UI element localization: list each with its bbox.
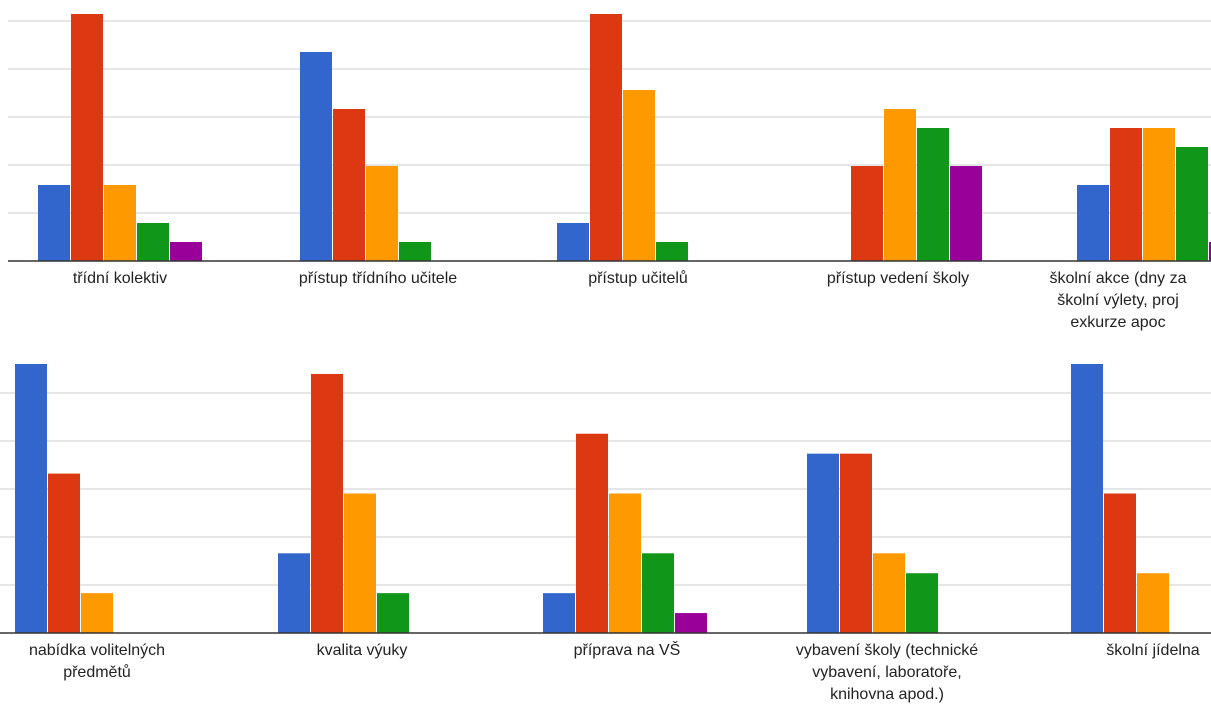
bar-2-5-1 — [1071, 364, 1103, 633]
category-label-line: školní výlety, proj — [1057, 292, 1179, 309]
category-label-line: exkurze apoc — [1070, 314, 1165, 331]
bar-2-3-4 — [642, 553, 674, 633]
category-label-2-5: školní jídelna — [1106, 642, 1199, 659]
bar-2-2-4 — [377, 593, 409, 633]
bar-2-5-3 — [1137, 573, 1169, 633]
bar-1-3-1 — [557, 223, 589, 261]
category-label-line: knihovna apod.) — [830, 686, 944, 703]
bar-2-4-4 — [906, 573, 938, 633]
bar-1-2-1 — [300, 52, 332, 261]
chart-panel-2: nabídka volitelných předmětů kvalita výuky… — [0, 364, 1211, 703]
category-label-line: přístup třídního učitele — [299, 270, 457, 287]
bar-1-5-4 — [1176, 147, 1208, 261]
bar-1-3-2 — [590, 14, 622, 261]
category-label-line: školní jídelna — [1106, 642, 1199, 659]
bar-2-3-5 — [675, 613, 707, 633]
bar-1-1-3 — [104, 185, 136, 261]
category-label-line: předmětů — [63, 663, 131, 681]
category-label-line: vybavení, laboratoře, — [812, 664, 961, 681]
chart-panel-1: třídní kolektiv přístup třídního učitele p… — [8, 14, 1211, 331]
category-label-2-2: kvalita výuky — [317, 642, 408, 659]
category-label-line: přístup vedení školy — [827, 270, 969, 287]
bar-1-4-4 — [917, 128, 949, 261]
bar-2-3-1 — [543, 593, 575, 633]
bar-1-1-5 — [170, 242, 202, 261]
bar-2-1-2 — [48, 473, 80, 633]
bar-2-5-2 — [1104, 493, 1136, 633]
bar-1-3-3 — [623, 90, 655, 261]
category-label-2-4: vybavení školy (technické vybavení, labor… — [796, 642, 978, 703]
category-label-1-2: přístup třídního učitele — [299, 270, 457, 287]
bar-1-2-3 — [366, 166, 398, 261]
bar-1-1-2 — [71, 14, 103, 261]
bar-1-4-5 — [950, 166, 982, 261]
bar-1-4-2 — [851, 166, 883, 261]
category-label-line: kvalita výuky — [317, 642, 408, 659]
category-label-line: třídní kolektiv — [73, 270, 167, 287]
bar-2-2-1 — [278, 553, 310, 633]
bar-1-4-3 — [884, 109, 916, 261]
bar-2-1-3 — [81, 593, 113, 633]
bar-1-5-1 — [1077, 185, 1109, 261]
category-label-1-1: třídní kolektiv — [73, 270, 167, 287]
category-label-1-3: přístup učitelů — [588, 269, 688, 287]
bar-1-2-2 — [333, 109, 365, 261]
bar-2-3-2 — [576, 433, 608, 633]
category-label-line: vybavení školy (technické — [796, 642, 978, 659]
bar-2-4-1 — [807, 453, 839, 633]
bar-1-1-4 — [137, 223, 169, 261]
bar-2-4-3 — [873, 553, 905, 633]
category-label-line: příprava na VŠ — [574, 640, 681, 659]
bar-2-3-3 — [609, 493, 641, 633]
bar-1-5-3 — [1143, 128, 1175, 261]
category-label-2-3: příprava na VŠ — [574, 640, 681, 659]
category-label-2-1: nabídka volitelných předmětů — [29, 642, 165, 681]
bar-2-4-2 — [840, 453, 872, 633]
category-label-line: nabídka volitelných — [29, 642, 165, 659]
bar-1-3-4 — [656, 242, 688, 261]
category-label-1-5: školní akce (dny za školní výlety, proj ex… — [1050, 270, 1187, 331]
bar-1-1-1 — [38, 185, 70, 261]
category-label-1-4: přístup vedení školy — [827, 270, 969, 287]
bar-2-1-1 — [15, 364, 47, 633]
bar-2-2-3 — [344, 493, 376, 633]
bar-1-2-4 — [399, 242, 431, 261]
bar-2-2-2 — [311, 373, 343, 633]
category-label-line: přístup učitelů — [588, 269, 688, 287]
bar-1-5-2 — [1110, 128, 1142, 261]
bar-1-5-5 — [1209, 242, 1211, 261]
category-label-line: školní akce (dny za — [1050, 270, 1187, 287]
